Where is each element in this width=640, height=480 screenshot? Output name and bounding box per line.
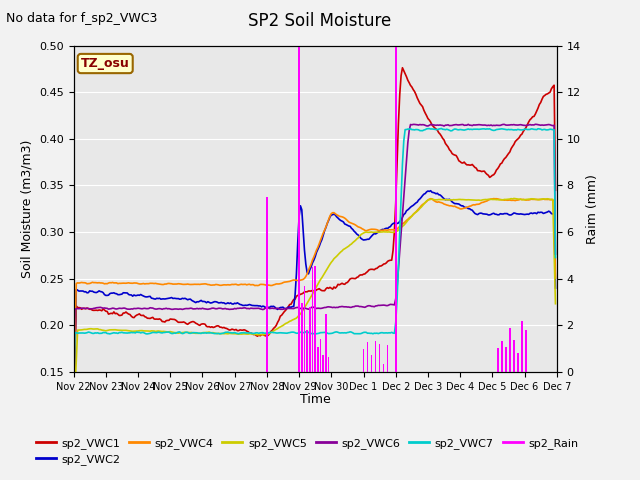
Bar xyxy=(323,355,324,372)
Bar xyxy=(395,46,397,372)
Bar xyxy=(312,267,314,372)
Bar xyxy=(367,342,369,372)
Bar xyxy=(301,302,303,372)
Bar xyxy=(497,348,499,372)
Bar xyxy=(317,347,319,372)
Bar xyxy=(363,349,364,372)
Bar xyxy=(298,46,300,372)
Bar xyxy=(525,330,527,372)
Y-axis label: Raim (mm): Raim (mm) xyxy=(586,174,599,244)
X-axis label: Time: Time xyxy=(300,393,331,406)
Bar xyxy=(375,341,376,372)
Bar xyxy=(309,307,310,372)
Text: SP2 Soil Moisture: SP2 Soil Moisture xyxy=(248,12,392,30)
Bar xyxy=(509,328,511,372)
Bar xyxy=(307,330,308,372)
Bar xyxy=(320,338,321,372)
Bar xyxy=(517,353,518,372)
Bar xyxy=(371,355,372,372)
Text: TZ_osu: TZ_osu xyxy=(81,57,129,70)
Bar xyxy=(303,286,305,372)
Bar xyxy=(328,357,330,372)
Legend: sp2_VWC1, sp2_VWC2, sp2_VWC4, sp2_VWC5, sp2_VWC6, sp2_VWC7, sp2_Rain: sp2_VWC1, sp2_VWC2, sp2_VWC4, sp2_VWC5, … xyxy=(31,433,582,469)
Bar xyxy=(387,346,388,372)
Bar xyxy=(266,197,268,372)
Bar xyxy=(379,344,380,372)
Bar xyxy=(505,347,507,372)
Y-axis label: Soil Moisture (m3/m3): Soil Moisture (m3/m3) xyxy=(20,140,33,278)
Bar xyxy=(513,340,515,372)
Bar xyxy=(325,314,327,372)
Bar xyxy=(521,321,523,372)
Text: No data for f_sp2_VWC3: No data for f_sp2_VWC3 xyxy=(6,12,158,25)
Bar xyxy=(501,341,502,372)
Bar xyxy=(314,266,316,372)
Bar xyxy=(383,364,385,372)
